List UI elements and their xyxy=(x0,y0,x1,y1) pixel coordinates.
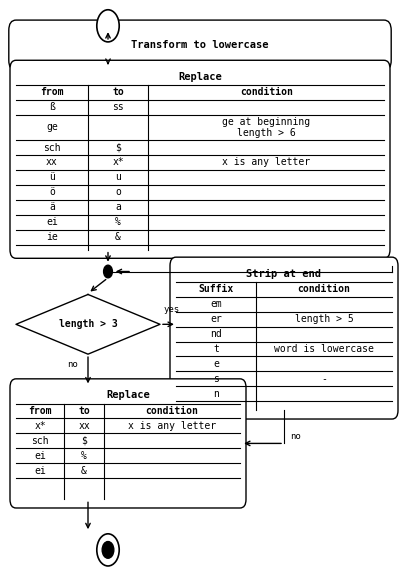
Text: %: % xyxy=(115,217,121,227)
Text: -: - xyxy=(321,374,327,384)
FancyBboxPatch shape xyxy=(170,257,398,419)
Text: %: % xyxy=(81,451,87,461)
Text: ge: ge xyxy=(46,122,58,133)
Text: u: u xyxy=(115,172,121,183)
Text: $: $ xyxy=(115,142,121,153)
Text: x*: x* xyxy=(112,157,124,168)
Circle shape xyxy=(104,265,112,278)
Text: ö: ö xyxy=(49,187,55,197)
Circle shape xyxy=(97,10,119,42)
Text: $: $ xyxy=(81,436,87,446)
Text: xx: xx xyxy=(46,157,58,168)
Text: word is lowercase: word is lowercase xyxy=(274,344,374,354)
Text: Replace: Replace xyxy=(106,390,150,401)
FancyBboxPatch shape xyxy=(10,60,390,258)
Text: condition: condition xyxy=(298,284,350,294)
Text: to: to xyxy=(78,406,90,416)
Text: ß: ß xyxy=(49,102,55,113)
Text: xx: xx xyxy=(78,421,90,431)
Text: a: a xyxy=(115,202,121,212)
Text: to: to xyxy=(112,87,124,98)
Text: Transform to lowercase: Transform to lowercase xyxy=(131,40,269,51)
Text: er: er xyxy=(210,314,222,324)
Text: condition: condition xyxy=(240,87,293,98)
Text: &: & xyxy=(81,466,87,476)
Text: from: from xyxy=(28,406,52,416)
Text: ss: ss xyxy=(112,102,124,113)
Text: e: e xyxy=(213,359,219,369)
Text: Replace: Replace xyxy=(178,72,222,82)
Text: em: em xyxy=(210,299,222,309)
Circle shape xyxy=(102,541,114,559)
Text: ie: ie xyxy=(46,232,58,242)
Text: sch: sch xyxy=(31,436,49,446)
Text: ü: ü xyxy=(49,172,55,183)
Text: o: o xyxy=(115,187,121,197)
FancyBboxPatch shape xyxy=(10,379,246,508)
Text: ei: ei xyxy=(34,466,46,476)
Text: x is any letter: x is any letter xyxy=(222,157,310,168)
Text: nd: nd xyxy=(210,329,222,339)
Text: condition: condition xyxy=(146,406,198,416)
Text: Strip at end: Strip at end xyxy=(246,269,322,279)
Text: length > 5: length > 5 xyxy=(294,314,353,324)
Text: x is any letter: x is any letter xyxy=(128,421,216,431)
Text: from: from xyxy=(40,87,64,98)
Text: s: s xyxy=(213,374,219,384)
Circle shape xyxy=(97,534,119,566)
Text: n: n xyxy=(213,389,219,399)
Text: no: no xyxy=(67,360,77,369)
Text: x*: x* xyxy=(34,421,46,431)
Text: length > 3: length > 3 xyxy=(59,319,117,329)
Text: t: t xyxy=(213,344,219,354)
Text: no: no xyxy=(290,432,301,441)
Text: ge at beginning
length > 6: ge at beginning length > 6 xyxy=(222,117,310,138)
Text: &: & xyxy=(115,232,121,242)
Text: Suffix: Suffix xyxy=(198,284,234,294)
Text: ei: ei xyxy=(46,217,58,227)
FancyBboxPatch shape xyxy=(9,20,391,71)
Text: ei: ei xyxy=(34,451,46,461)
Text: ä: ä xyxy=(49,202,55,212)
Text: yes: yes xyxy=(164,305,180,314)
Text: sch: sch xyxy=(43,142,61,153)
